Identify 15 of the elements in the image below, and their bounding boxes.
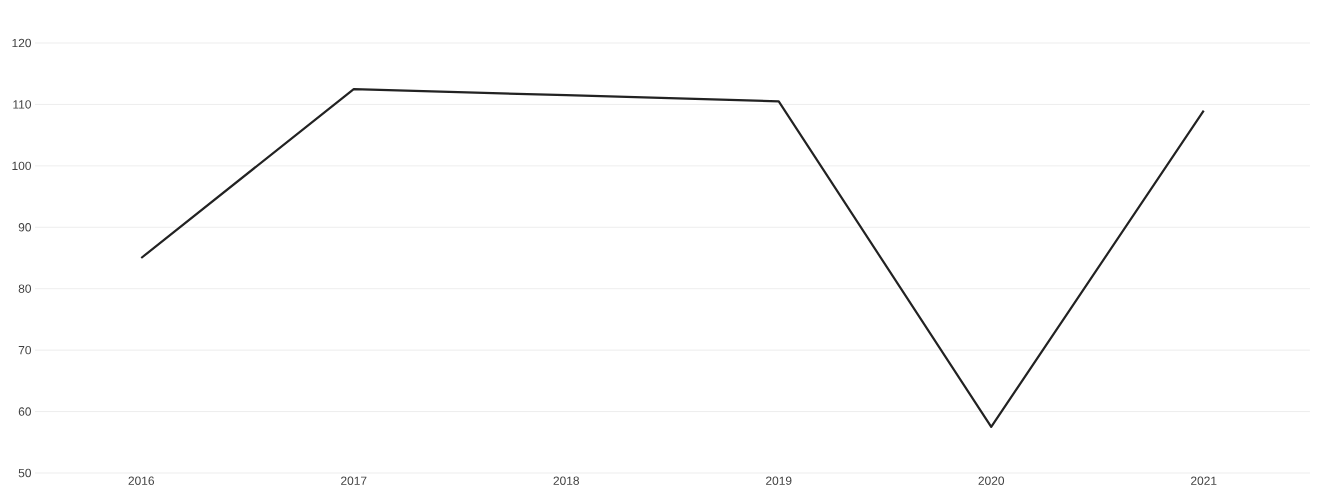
x-tick-label: 2017 <box>341 476 367 485</box>
y-tick-label: 60 <box>18 407 32 416</box>
x-tick-label: 2020 <box>978 476 1005 485</box>
line-series <box>140 87 1205 429</box>
x-tick-label: 2018 <box>553 476 579 485</box>
x-tick-label: 2021 <box>1191 476 1217 485</box>
x-tick-label: 2019 <box>766 476 792 485</box>
x-tick-label: 2016 <box>128 476 155 485</box>
y-tick-label: 50 <box>18 468 32 478</box>
y-tick-label: 110 <box>13 100 32 109</box>
y-tick-label: 90 <box>18 223 32 232</box>
y-tick-label: 100 <box>12 161 32 171</box>
y-tick-label: 80 <box>18 284 32 293</box>
y-tick-label: 70 <box>18 345 32 355</box>
y-tick-label: 120 <box>12 38 32 48</box>
